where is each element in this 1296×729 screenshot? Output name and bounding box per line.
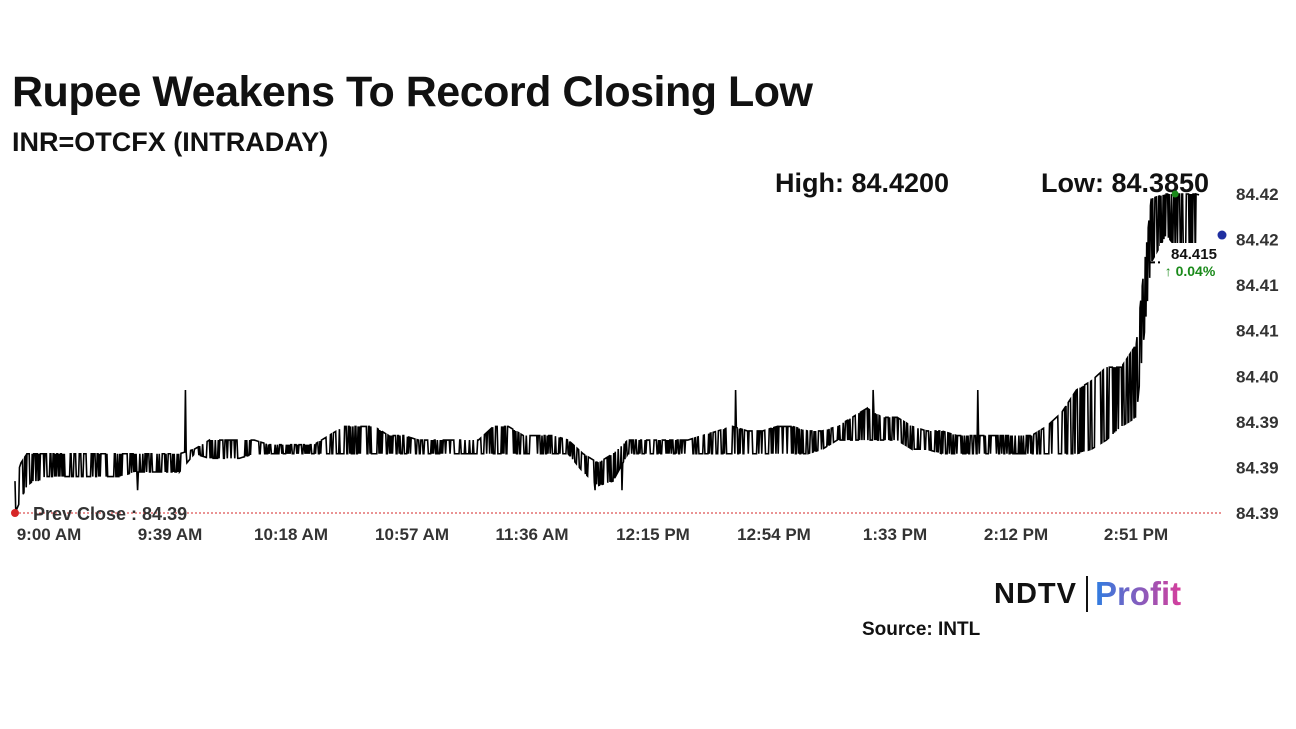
last-value-label: 84.415 xyxy=(1171,246,1217,263)
y-tick-label: 84.41 xyxy=(1236,322,1279,341)
y-tick-label: 84.42 xyxy=(1236,231,1279,250)
x-tick-label: 10:18 AM xyxy=(254,525,328,544)
x-tick-label: 9:00 AM xyxy=(17,525,82,544)
x-tick-label: 12:15 PM xyxy=(616,525,690,544)
x-tick-label: 2:51 PM xyxy=(1104,525,1168,544)
low-label: Low: 84.3850 xyxy=(1041,168,1210,198)
logo-divider xyxy=(1085,576,1088,612)
high-label: High: 84.4200 xyxy=(775,168,950,198)
source-label: Source: INTL xyxy=(862,619,981,640)
x-tick-label: 10:57 AM xyxy=(375,525,449,544)
y-tick-label: 84.39 xyxy=(1236,504,1279,523)
x-tick-label: 2:12 PM xyxy=(984,525,1048,544)
x-tick-label: 11:36 AM xyxy=(495,525,568,544)
y-tick-label: 84.39 xyxy=(1236,413,1279,432)
y-tick-label: 84.41 xyxy=(1236,276,1279,295)
x-tick-label: 12:54 PM xyxy=(737,525,811,544)
chart-subtitle: INR=OTCFX (INTRADAY) xyxy=(12,127,329,157)
logo-ndtv-text: NDTV xyxy=(994,577,1077,610)
ndtv-profit-logo: NDTV Profit xyxy=(994,574,1181,614)
y-tick-label: 84.42 xyxy=(1236,185,1279,204)
prev-close-label: Prev Close : 84.39 xyxy=(33,504,187,524)
y-tick-label: 84.39 xyxy=(1236,458,1279,477)
open-point-marker xyxy=(11,509,19,517)
high-point-marker xyxy=(1171,190,1179,198)
x-tick-label: 1:33 PM xyxy=(863,525,927,544)
last-value-box xyxy=(1160,243,1222,283)
logo-profit-text: Profit xyxy=(1094,575,1182,612)
change-label: ↑ 0.04% xyxy=(1165,263,1216,279)
last-point-marker xyxy=(1217,230,1227,240)
y-tick-label: 84.40 xyxy=(1236,367,1279,386)
price-series-line xyxy=(14,192,1200,512)
chart-title: Rupee Weakens To Record Closing Low xyxy=(12,68,813,116)
x-tick-label: 9:39 AM xyxy=(138,525,203,544)
